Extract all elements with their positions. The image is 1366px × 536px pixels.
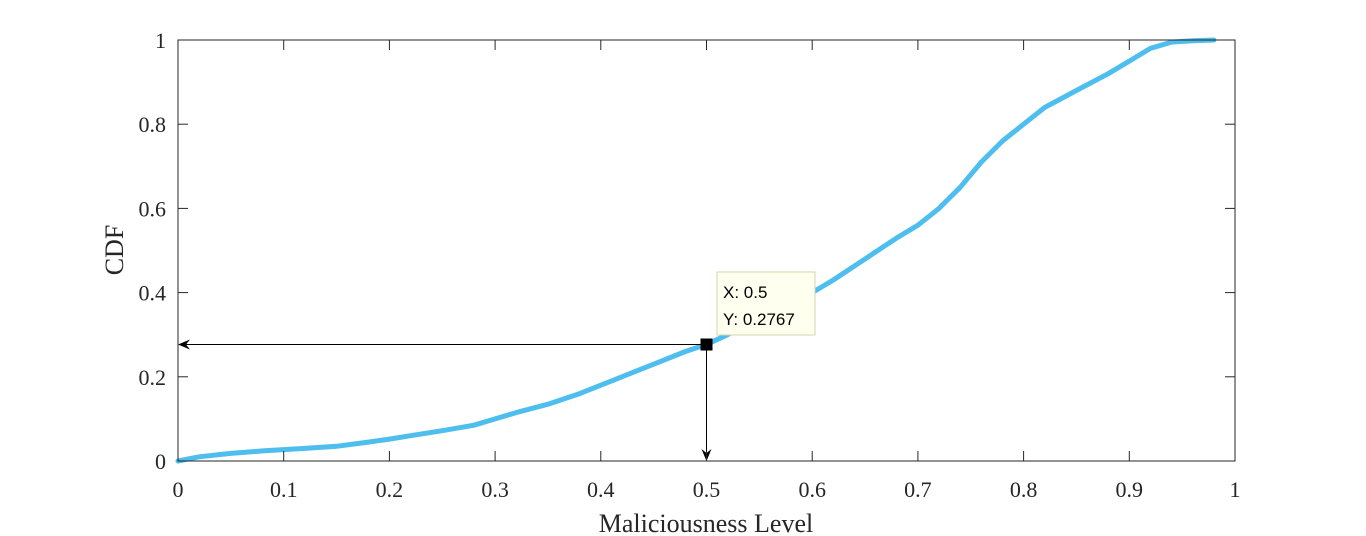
x-tick-label: 0.5 <box>693 477 721 502</box>
y-axis-label: CDF <box>100 225 129 276</box>
y-tick-label: 0.6 <box>139 196 167 221</box>
x-tick-label: 0.2 <box>376 477 404 502</box>
y-tick-label: 0.4 <box>139 281 167 306</box>
x-tick-label: 0.9 <box>1116 477 1144 502</box>
data-tip: X: 0.5 Y: 0.2767 <box>716 271 816 336</box>
x-tick-label: 0.8 <box>1010 477 1038 502</box>
data-tip-x: X: 0.5 <box>723 283 767 302</box>
x-tick-label: 0 <box>173 477 184 502</box>
data-tip-y: Y: 0.2767 <box>723 310 795 329</box>
x-axis-label: Maliciousness Level <box>599 509 813 536</box>
y-tick-label: 1 <box>155 28 166 53</box>
data-point-marker[interactable] <box>700 338 713 351</box>
y-tick-label: 0 <box>155 449 166 474</box>
y-tick-label: 0.8 <box>139 112 167 137</box>
cdf-series-line-0 <box>175 37 1217 464</box>
x-tick-label: 0.3 <box>481 477 509 502</box>
x-tick-label: 0.7 <box>904 477 932 502</box>
y-tick-label: 0.2 <box>139 365 167 390</box>
x-tick-label: 0.1 <box>270 477 298 502</box>
x-tick-label: 0.4 <box>587 477 615 502</box>
data-tip-box <box>716 271 816 336</box>
x-tick-label: 1 <box>1230 477 1241 502</box>
x-tick-label: 0.6 <box>798 477 826 502</box>
